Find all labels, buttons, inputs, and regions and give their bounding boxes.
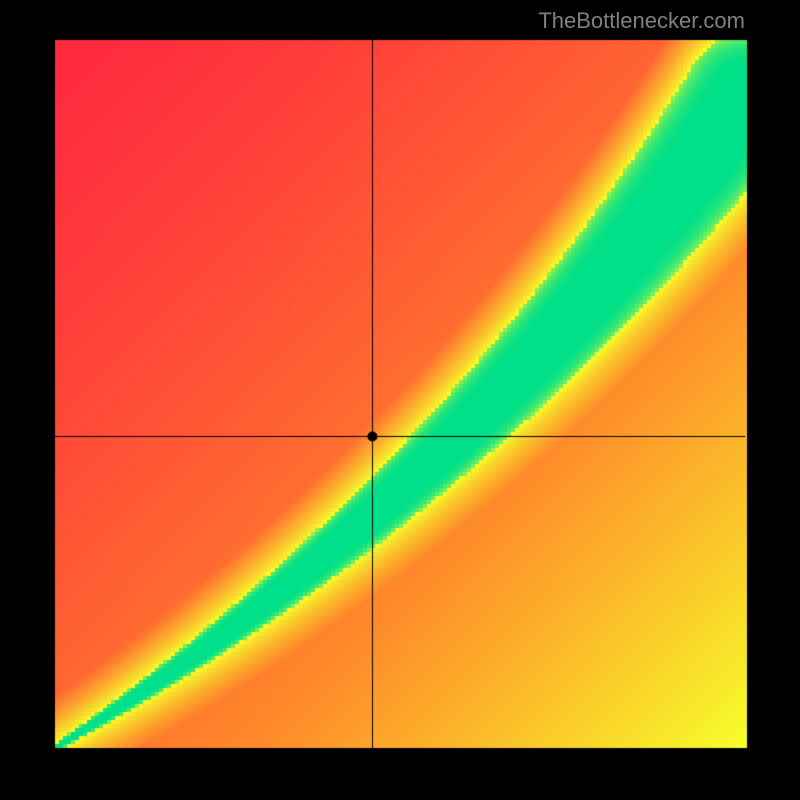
heatmap-canvas [0, 0, 800, 800]
chart-container: TheBottlenecker.com [0, 0, 800, 800]
watermark-text: TheBottlenecker.com [538, 8, 745, 34]
